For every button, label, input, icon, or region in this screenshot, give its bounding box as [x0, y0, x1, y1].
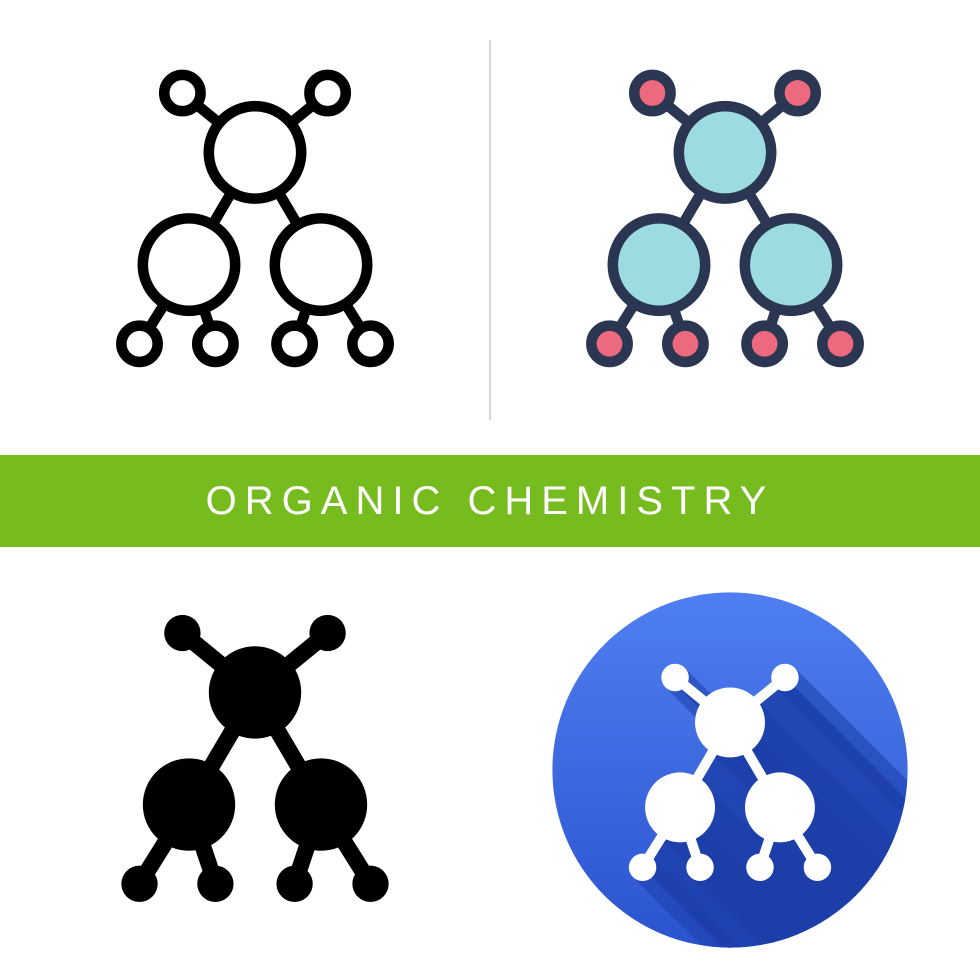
molecule-icon-flat: [545, 585, 915, 955]
molecule-icon-color: [560, 60, 890, 390]
title-bar: Organic chemistry: [0, 455, 980, 547]
molecule-icon-outline: [90, 60, 420, 390]
vertical-divider: [489, 40, 491, 420]
molecule-icon-glyph: [90, 600, 420, 930]
infographic-canvas: Organic chemistry: [0, 0, 980, 980]
title-text: Organic chemistry: [206, 479, 775, 524]
